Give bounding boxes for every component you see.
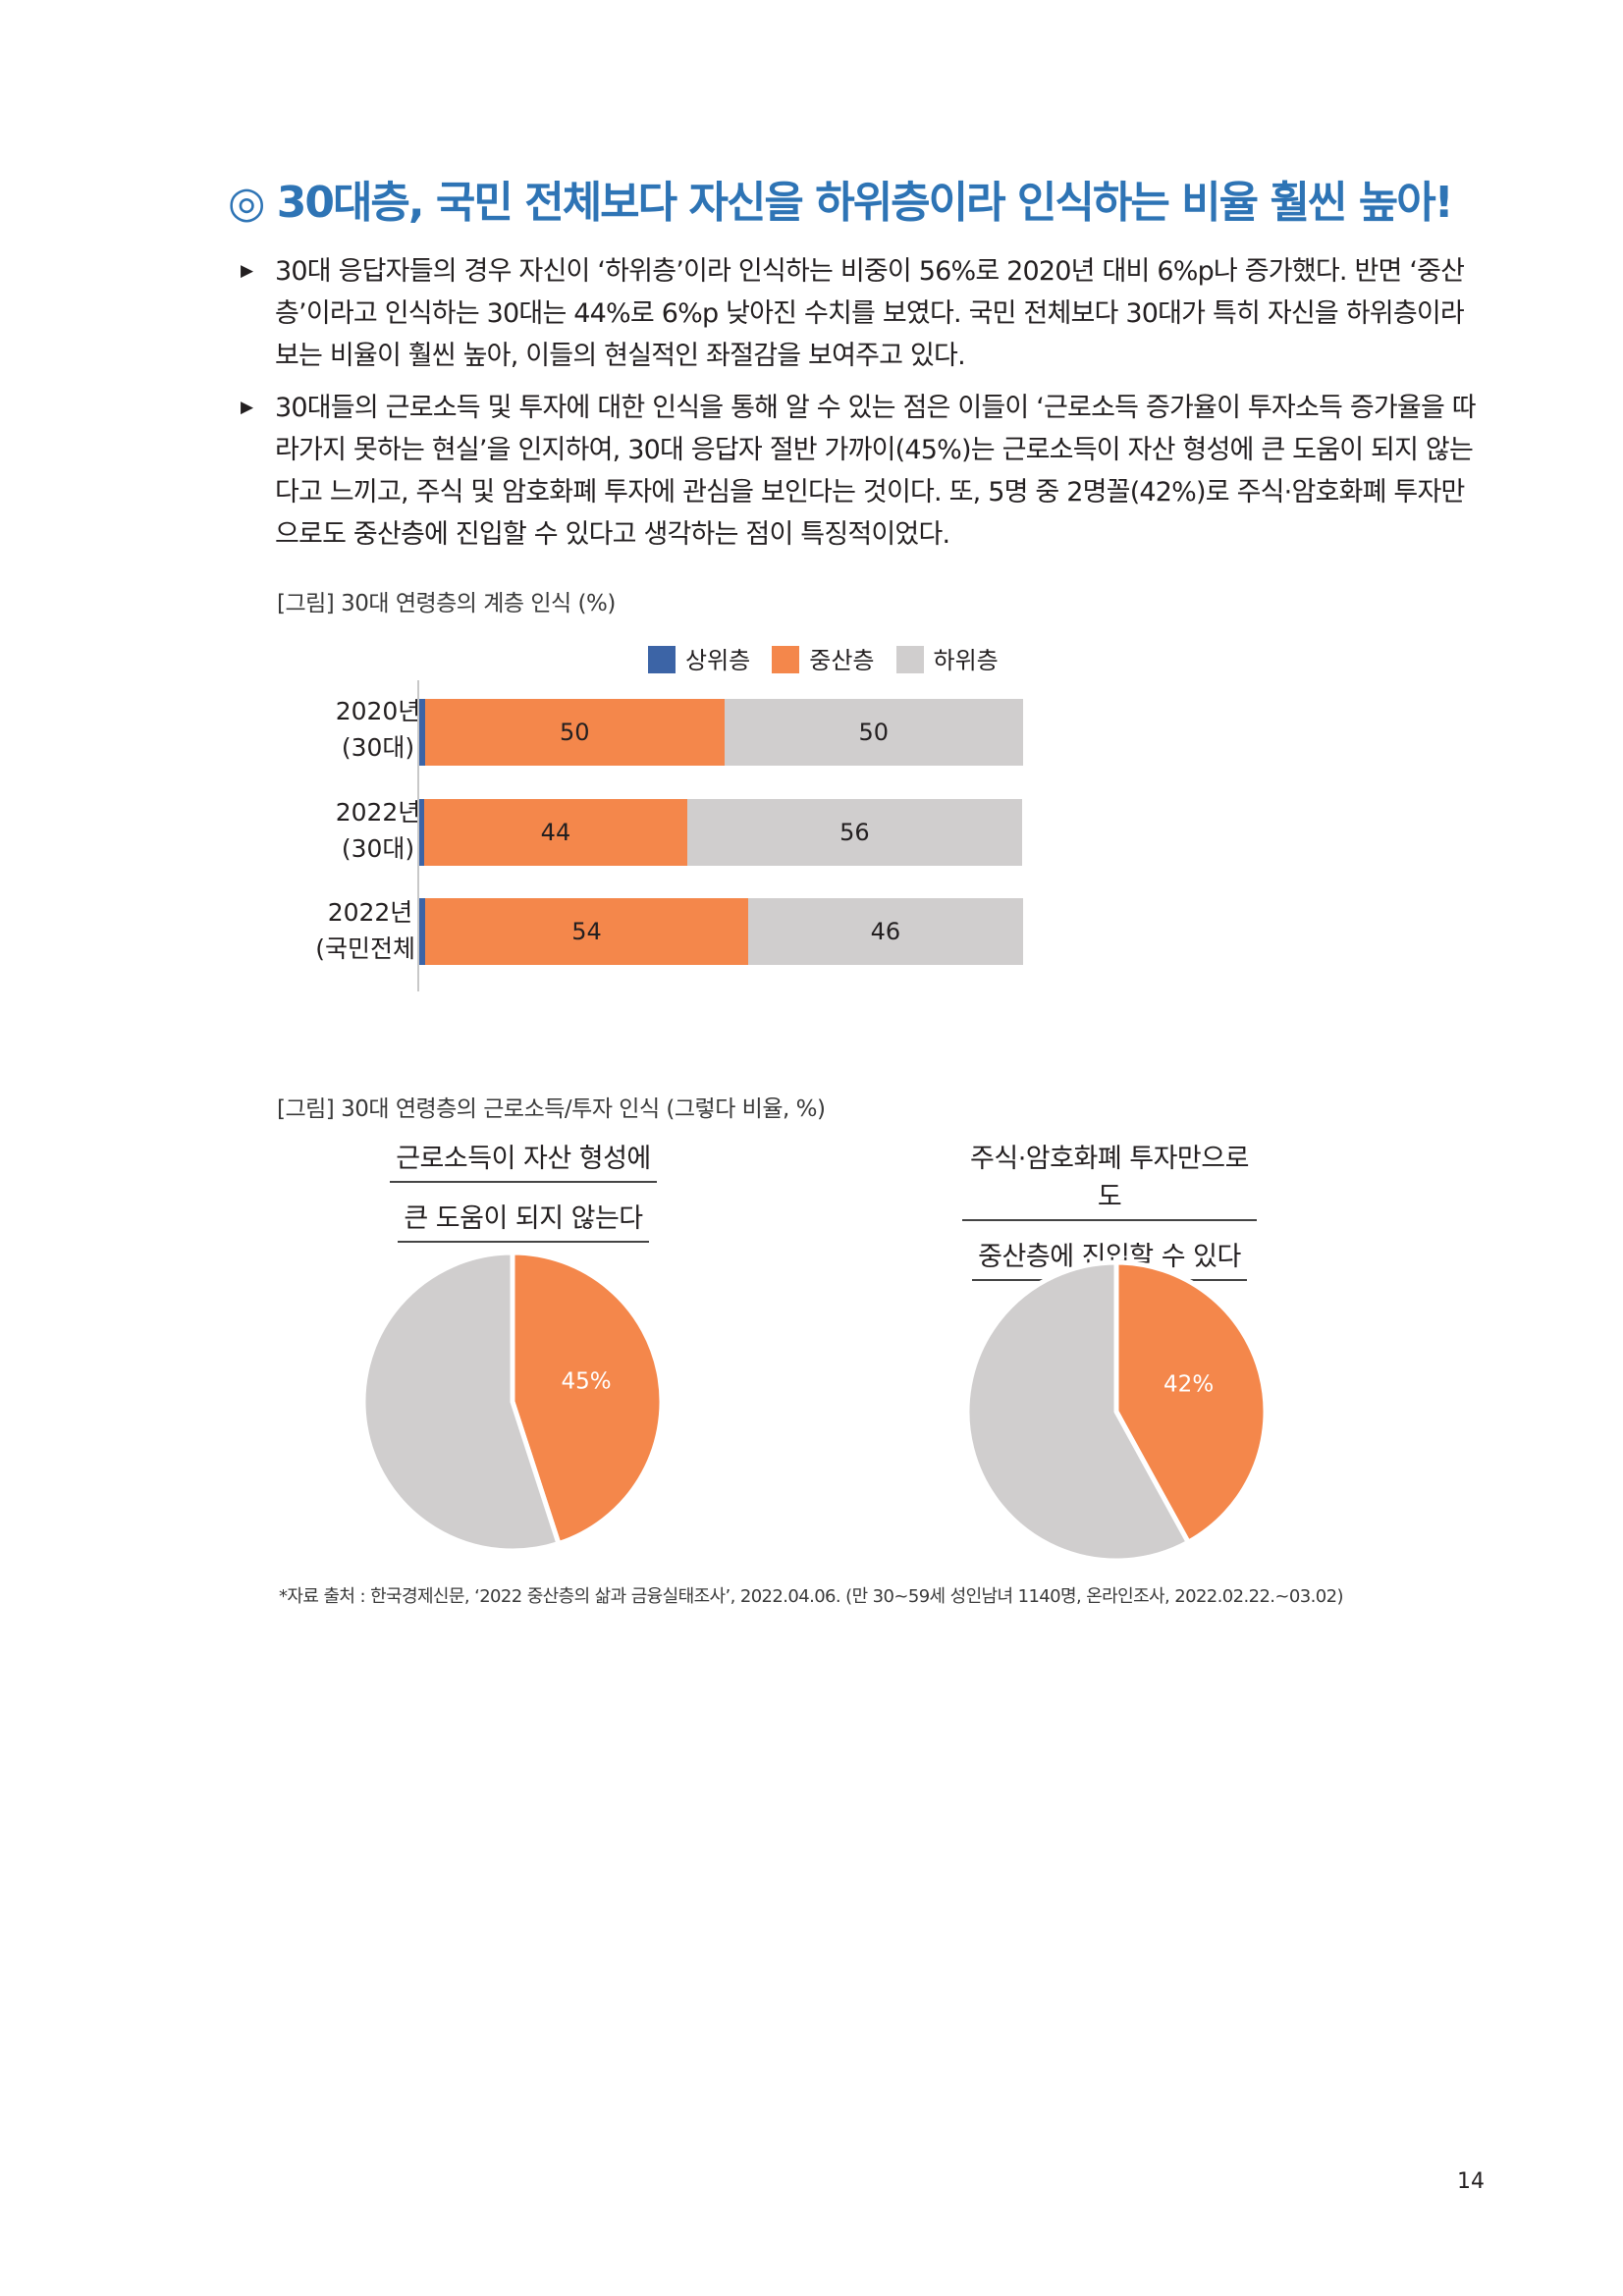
pie-slice	[510, 1250, 665, 1547]
bar-category-label: 2022년 (국민전체)	[315, 898, 425, 963]
bar-segment: 44	[424, 799, 687, 866]
bar-row: 0.44456	[419, 799, 1022, 866]
bar-segment: 56	[686, 799, 1022, 866]
page-title: ◎ 30대층, 국민 전체보다 자신을 하위층이라 인식하는 비율 훨씬 높아!	[228, 178, 1454, 228]
pie-slice	[1113, 1259, 1269, 1546]
bullet-marker-icon: ▶	[241, 398, 253, 417]
bar-category-label: 2022년 (30대)	[335, 798, 421, 863]
legend-label: 상위층	[685, 647, 751, 674]
bullet-item: ▶ 30대들의 근로소득 및 투자에 대한 인식을 통해 알 수 있는 점은 이…	[241, 387, 1483, 556]
legend-item: 상위층	[648, 641, 750, 675]
bar-data-label: 50	[560, 719, 590, 746]
bar-row: 15050	[419, 699, 1023, 766]
pie-chart-caption: [그림] 30대 연령층의 근로소득/투자 인식 (그렇다 비율, %)	[277, 1096, 826, 1122]
pie-chart-title-line: 근로소득이 자산 형성에	[390, 1137, 657, 1183]
legend-swatch	[895, 646, 924, 673]
pie-data-label: 45%	[562, 1369, 612, 1395]
bar-category-label: 2020년 (30대)	[335, 697, 421, 762]
bar-chart-caption: [그림] 30대 연령층의 계층 인식 (%)	[277, 591, 616, 616]
pie-slice	[964, 1259, 1192, 1564]
pie-chart: 45%	[360, 1250, 665, 1554]
bar-segment: 46	[747, 898, 1023, 965]
pie-data-label: 42%	[1163, 1372, 1214, 1398]
pie-slice	[360, 1250, 563, 1554]
bar-segment: 50	[425, 699, 725, 766]
bar-data-label: 46	[870, 918, 901, 945]
bar-chart-legend: 상위층 중산층 하위층	[648, 641, 1020, 675]
bar-row: 15446	[419, 898, 1023, 965]
bar-data-label: 56	[839, 819, 870, 846]
bar-segment: 54	[425, 898, 748, 965]
legend-swatch	[772, 646, 800, 673]
bar-segment: 50	[724, 699, 1023, 766]
legend-item: 중산층	[772, 641, 875, 675]
pie-chart: 42%	[964, 1259, 1269, 1564]
bullet-marker-icon: ▶	[241, 261, 253, 281]
bullet-item: ▶ 30대 응답자들의 경우 자신이 ‘하위층’이라 인식하는 비중이 56%로…	[241, 250, 1483, 377]
bar-data-label: 54	[571, 918, 602, 945]
bar-data-label: 50	[858, 719, 890, 746]
bullet-text: 30대들의 근로소득 및 투자에 대한 인식을 통해 알 수 있는 점은 이들이…	[275, 393, 1477, 550]
legend-item: 하위층	[895, 641, 999, 675]
bullet-text: 30대 응답자들의 경우 자신이 ‘하위층’이라 인식하는 비중이 56%로 2…	[275, 256, 1465, 371]
source-footnote: *자료 출처 : 한국경제신문, ‘2022 중산층의 삶과 금융실태조사’, …	[279, 1586, 1343, 1607]
pie-chart-title-line: 주식·암호화폐 투자만으로도	[962, 1137, 1257, 1221]
page-number: 14	[1457, 2169, 1485, 2194]
bullet-list: ▶ 30대 응답자들의 경우 자신이 ‘하위층’이라 인식하는 비중이 56%로…	[241, 250, 1483, 565]
legend-label: 하위층	[933, 647, 999, 674]
pie-chart-title-line: 큰 도움이 되지 않는다	[398, 1197, 649, 1243]
bar-data-label: 44	[540, 819, 571, 846]
legend-swatch	[648, 646, 676, 673]
legend-label: 중산층	[809, 647, 875, 674]
bar-chart-axis	[417, 680, 419, 991]
